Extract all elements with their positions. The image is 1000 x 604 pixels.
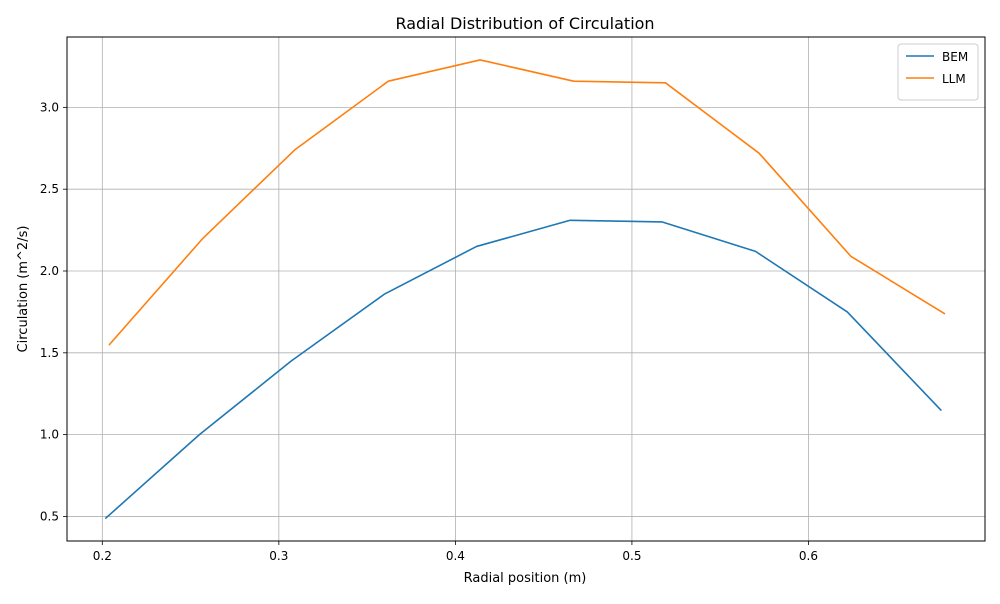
x-tick-label: 0.5 [622,549,641,563]
legend: BEM LLM [898,44,978,100]
y-tick-label: 0.5 [40,509,59,523]
legend-label-llm: LLM [942,72,966,86]
y-tick-label: 2.5 [40,182,59,196]
legend-label-bem: BEM [942,50,968,64]
x-axis-label: Radial position (m) [464,571,587,586]
x-tick-label: 0.6 [799,549,818,563]
y-tick-label: 1.0 [40,428,59,442]
x-tick-label: 0.3 [269,549,288,563]
x-tick-label: 0.4 [446,549,465,563]
y-tick-label: 2.0 [40,264,59,278]
x-tick-label: 0.2 [93,549,112,563]
chart-title: Radial Distribution of Circulation [395,14,654,33]
y-axis-label: Circulation (m^2/s) [16,226,31,353]
y-tick-label: 3.0 [40,100,59,114]
y-tick-label: 1.5 [40,346,59,360]
